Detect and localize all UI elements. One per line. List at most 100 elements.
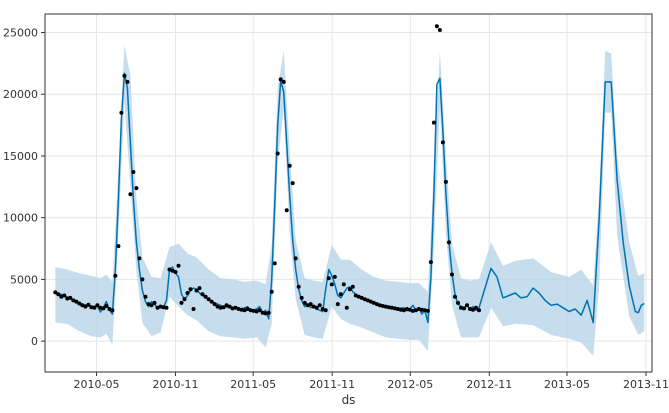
observation-point-130 — [443, 179, 448, 184]
observation-point-70 — [263, 311, 268, 316]
observation-point-63 — [242, 308, 247, 313]
observation-point-113 — [392, 306, 397, 311]
observation-point-115 — [398, 307, 403, 312]
observation-point-11 — [86, 302, 91, 307]
observation-point-94 — [335, 302, 340, 307]
observation-point-103 — [362, 297, 367, 302]
observation-point-81 — [296, 284, 301, 289]
observation-point-71 — [266, 310, 271, 315]
observation-point-28 — [137, 256, 142, 261]
observation-point-44 — [185, 291, 190, 295]
observation-point-95 — [338, 292, 343, 297]
observation-point-50 — [203, 294, 208, 299]
x-tick-label-4: 2012-05 — [387, 378, 433, 391]
observation-point-124 — [425, 308, 430, 313]
observation-point-86 — [311, 304, 316, 309]
observation-point-67 — [254, 309, 259, 314]
observation-point-134 — [456, 300, 460, 305]
observation-point-114 — [395, 307, 400, 311]
observation-point-32 — [149, 303, 154, 308]
observation-point-105 — [368, 299, 373, 304]
observation-point-45 — [188, 287, 193, 292]
observation-point-96 — [341, 282, 346, 287]
observation-point-55 — [218, 305, 223, 310]
observation-point-101 — [356, 294, 361, 299]
observation-point-73 — [272, 261, 277, 266]
observation-point-59 — [230, 306, 235, 311]
observation-point-23 — [122, 73, 127, 78]
observation-point-26 — [131, 170, 136, 174]
observation-point-8 — [77, 301, 82, 306]
observation-point-123 — [422, 308, 427, 313]
observation-point-132 — [450, 272, 454, 277]
observation-point-98 — [347, 287, 352, 292]
observation-point-33 — [152, 300, 157, 305]
observation-point-135 — [459, 305, 463, 310]
observation-point-109 — [380, 304, 385, 308]
observation-point-18 — [107, 307, 112, 311]
forecast-line — [55, 72, 645, 324]
observation-point-106 — [371, 300, 376, 305]
observation-point-122 — [419, 307, 424, 312]
observation-point-4 — [65, 296, 70, 301]
x-tick-label-2: 2011-05 — [230, 378, 276, 391]
observation-point-127 — [434, 24, 439, 29]
x-axis-label: ds — [342, 393, 356, 407]
forecast-line-layer — [55, 72, 645, 324]
x-tick-label-7: 2013-11 — [623, 378, 669, 391]
observation-point-97 — [344, 305, 349, 310]
observation-point-66 — [251, 308, 256, 313]
observation-point-92 — [329, 282, 334, 287]
observation-point-93 — [332, 274, 337, 279]
x-tick-label-0: 2010-05 — [74, 378, 120, 391]
observation-point-111 — [386, 305, 391, 310]
observation-point-129 — [440, 140, 445, 145]
observation-point-52 — [209, 299, 214, 304]
y-tick-label-1: 5000 — [10, 273, 38, 286]
observation-point-15 — [98, 305, 103, 310]
observation-point-6 — [71, 298, 76, 303]
observation-point-2 — [59, 294, 64, 299]
observation-point-30 — [143, 294, 148, 299]
observation-point-74 — [275, 151, 280, 156]
observation-point-119 — [410, 308, 415, 313]
observation-point-65 — [248, 308, 253, 313]
y-tick-label-3: 15000 — [3, 150, 38, 163]
x-tick-label-5: 2012-11 — [466, 378, 512, 391]
observation-point-39 — [170, 268, 175, 273]
observation-point-112 — [389, 305, 394, 310]
observation-point-78 — [287, 163, 292, 168]
observation-point-14 — [95, 303, 100, 308]
observation-point-37 — [164, 305, 169, 310]
observation-point-118 — [407, 307, 412, 312]
observation-point-84 — [305, 303, 310, 308]
observation-point-56 — [221, 305, 226, 310]
observation-point-12 — [89, 305, 94, 310]
observation-point-27 — [134, 186, 139, 191]
observation-point-68 — [257, 308, 262, 313]
observation-point-88 — [317, 303, 322, 308]
observation-point-136 — [462, 306, 466, 311]
observation-point-10 — [83, 304, 88, 309]
observation-point-141 — [477, 308, 481, 313]
observation-point-34 — [155, 305, 160, 310]
observation-point-58 — [227, 304, 232, 309]
observation-point-110 — [383, 304, 388, 309]
uncertainty-band — [55, 44, 645, 357]
observation-point-100 — [353, 293, 358, 298]
observation-point-104 — [365, 298, 370, 303]
x-tick-label-1: 2010-11 — [153, 378, 199, 391]
observation-point-72 — [269, 289, 274, 294]
observation-point-69 — [260, 310, 265, 315]
observation-point-31 — [146, 302, 151, 307]
observation-point-99 — [350, 284, 355, 289]
x-tick-label-3: 2011-11 — [309, 378, 355, 391]
observation-point-91 — [326, 276, 331, 281]
observation-point-36 — [161, 305, 166, 310]
y-tick-label-5: 25000 — [3, 27, 38, 40]
x-tick-label-6: 2013-05 — [544, 378, 590, 391]
observation-point-42 — [179, 300, 184, 305]
observation-point-85 — [308, 302, 313, 307]
